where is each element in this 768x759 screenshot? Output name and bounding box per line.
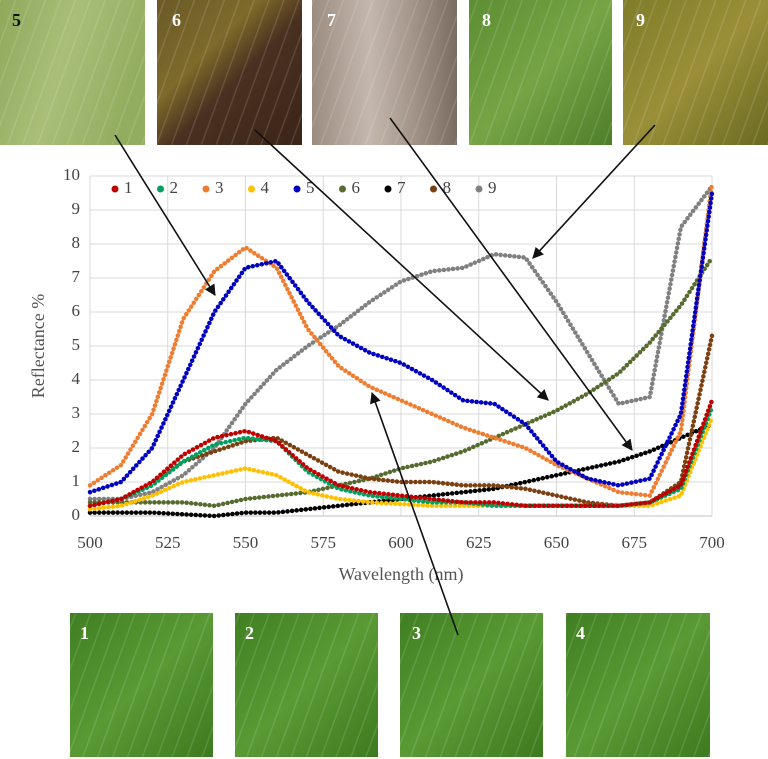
legend-marker <box>339 185 346 193</box>
x-axis-title: Wavelength (nm) <box>338 564 463 585</box>
legend-marker <box>430 185 437 193</box>
legend-label: 9 <box>488 178 497 197</box>
arrow <box>370 391 459 636</box>
x-tick-label: 575 <box>311 533 337 552</box>
legend-marker <box>475 185 483 193</box>
photo-label: 8 <box>482 10 491 30</box>
x-tick-label: 700 <box>699 533 725 552</box>
arrows <box>114 117 656 636</box>
arrow <box>114 134 216 296</box>
legend-marker <box>157 185 164 193</box>
y-axis-title: Reflectance % <box>28 294 48 398</box>
arrow <box>532 124 656 259</box>
x-tick-label: 500 <box>77 533 103 552</box>
series-line <box>87 190 715 495</box>
legend-marker <box>248 185 255 193</box>
y-tick-label: 7 <box>72 267 81 286</box>
legend-label: 1 <box>124 178 133 197</box>
y-tick-label: 3 <box>72 403 81 422</box>
legend-label: 7 <box>397 178 406 197</box>
series-line <box>87 255 715 509</box>
photo-label: 7 <box>327 10 336 30</box>
photo-label: 4 <box>576 623 585 643</box>
x-tick-label: 525 <box>155 533 181 552</box>
legend-label: 4 <box>261 178 270 197</box>
legend-label: 2 <box>170 178 179 197</box>
y-tick-label: 8 <box>72 233 81 252</box>
x-tick-label: 550 <box>233 533 259 552</box>
y-tick-label: 2 <box>72 437 81 456</box>
y-tick-label: 5 <box>72 335 81 354</box>
series-line <box>87 183 715 502</box>
y-tick-label: 0 <box>72 505 81 524</box>
series-line <box>87 398 715 509</box>
x-tick-label: 600 <box>388 533 414 552</box>
legend-label: 3 <box>215 178 224 197</box>
photo-label: 2 <box>245 623 254 643</box>
photo-label: 3 <box>412 623 421 643</box>
photo-label: 5 <box>12 10 21 30</box>
x-tick-label: 625 <box>466 533 492 552</box>
y-tick-label: 10 <box>63 165 80 184</box>
y-tick-label: 4 <box>72 369 81 388</box>
y-tick-label: 9 <box>72 199 81 218</box>
x-tick-label: 650 <box>544 533 570 552</box>
arrow <box>389 117 633 451</box>
legend-label: 5 <box>306 178 315 197</box>
legend-label: 8 <box>443 178 452 197</box>
legend-marker <box>384 185 392 193</box>
legend-label: 6 <box>352 178 361 197</box>
y-tick-label: 6 <box>72 301 81 320</box>
photo-label: 9 <box>636 10 645 30</box>
x-tick-label: 675 <box>622 533 648 552</box>
legend-marker <box>293 185 301 193</box>
photo-label: 6 <box>172 10 181 30</box>
legend-marker <box>111 185 119 193</box>
photo-label: 1 <box>80 623 89 643</box>
series-line <box>87 180 715 498</box>
arrow <box>254 129 549 401</box>
legend-marker <box>202 185 210 193</box>
y-tick-label: 1 <box>72 471 81 490</box>
